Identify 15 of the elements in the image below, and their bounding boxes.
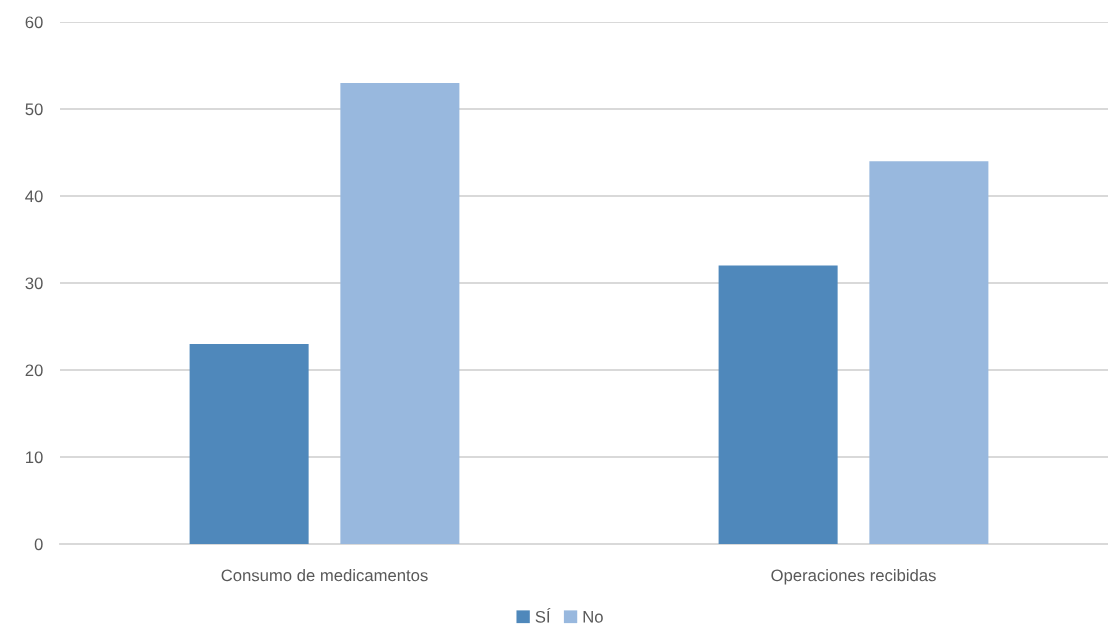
y-tick-label: 20 xyxy=(25,364,43,377)
y-tick-label: 50 xyxy=(25,103,43,116)
y-tick-label: 0 xyxy=(34,538,43,551)
x-tick-label: Operaciones recibidas xyxy=(771,569,936,585)
y-tick-label: 10 xyxy=(26,451,43,464)
bar xyxy=(189,343,309,544)
y-tick-label: 40 xyxy=(25,190,43,203)
legend-label: SÍ xyxy=(535,608,551,623)
bar xyxy=(340,82,460,544)
legend-label: No xyxy=(583,611,603,623)
y-tick-label: 30 xyxy=(25,277,43,290)
bar xyxy=(718,265,838,544)
y-tick-label: 60 xyxy=(25,16,43,29)
x-tick-label: Consumo de medicamentos xyxy=(221,569,428,582)
bar xyxy=(869,161,989,544)
